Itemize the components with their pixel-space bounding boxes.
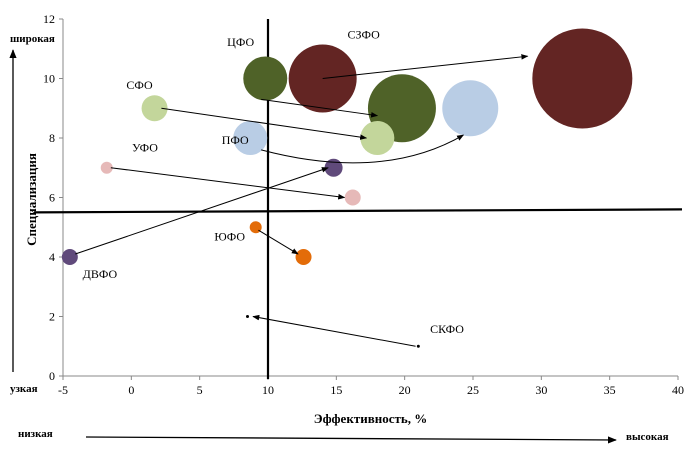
x-tick-label: 5 [197,383,203,397]
arrows [75,54,529,347]
x-tick-label: 40 [672,383,684,397]
bubble [61,249,78,265]
bubble [141,95,168,122]
y-tick-label: 0 [49,369,55,383]
arrow [261,98,379,118]
bubble [360,121,395,155]
arrow [322,54,529,79]
region-label: СФО [126,78,153,92]
side-labels: широкая узкая низкая высокая [9,33,669,444]
region-label: ПФО [222,133,249,147]
bubble [344,189,361,206]
bubble [246,315,249,318]
y-tick-label: 2 [49,310,55,324]
x-tick-label: 10 [262,383,274,397]
arrow [161,107,368,140]
y-tick-label: 12 [43,12,55,26]
arrow [252,314,416,347]
x-axis-title: Эффективность, % [314,411,427,426]
region-label: СКФО [430,322,464,336]
y-tick-label: 8 [49,131,55,145]
y-tick-label: 6 [49,191,55,205]
y-tick-label: 4 [49,250,55,264]
bubble [243,56,288,101]
x-tick-label: 35 [604,383,616,397]
bubble [233,121,268,155]
x-low-label: низкая [18,428,53,440]
arrow [75,167,329,255]
region-label: УФО [132,140,158,154]
x-tick-label: -5 [58,383,68,397]
bubble [442,80,499,137]
bubble [324,158,343,177]
x-high-label: высокая [626,431,669,443]
arrow [261,134,465,164]
region-labels: ЦФО СЗФО СФО УФО ПФО ЮФО ДВФО СКФО [83,27,465,336]
x-tick-label: 15 [330,383,342,397]
bubbles [61,28,633,348]
x-direction-arrow [85,436,617,444]
region-label: ДВФО [83,267,118,281]
y-tick-label: 10 [43,72,55,86]
x-tick-label: 0 [128,383,134,397]
bubble [532,28,633,129]
region-label: СЗФО [348,27,381,41]
x-tick-label: 30 [535,383,547,397]
bubble [100,161,113,174]
x-tick-label: 25 [467,383,479,397]
arrow [110,167,346,200]
quadrant-horizontal-line [33,208,683,214]
region-label: ЦФО [227,35,254,49]
y-axis-title: Специализация [24,153,39,246]
bubble [295,249,312,265]
bubble [416,344,420,348]
arrow [258,229,299,255]
y-high-label: широкая [10,33,55,45]
y-low-label: узкая [10,383,38,395]
region-label: ЮФО [214,230,245,244]
x-tick-label: 20 [399,383,411,397]
